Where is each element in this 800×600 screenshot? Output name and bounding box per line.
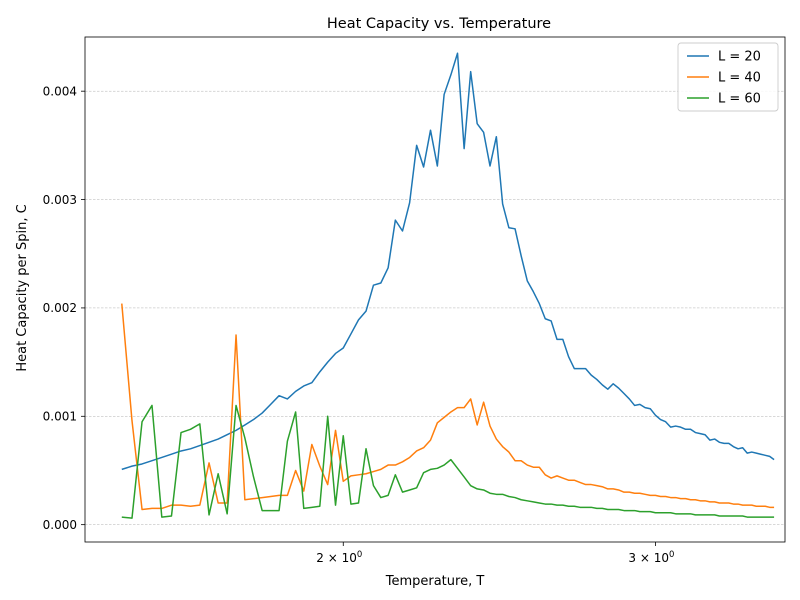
series-line-l-20: [121, 52, 775, 471]
y-tick-label: 0.001: [43, 410, 77, 424]
y-gridlines: [85, 90, 785, 525]
x-tick-label: 3 × 100: [628, 550, 674, 565]
x-axis-ticks: 2 × 100 3 × 100: [316, 542, 674, 565]
legend-label: L = 40: [718, 71, 761, 86]
y-tick-label: 0.003: [43, 193, 77, 207]
x-tick-exponent: 0: [357, 550, 362, 560]
legend: L = 20 L = 40 L = 60: [677, 42, 779, 112]
y-tick-label: 0.000: [43, 518, 77, 532]
legend-label: L = 60: [718, 92, 761, 107]
series-line-l-60: [121, 404, 775, 519]
x-axis-label: Temperature, T: [385, 574, 485, 589]
x-tick-exponent: 0: [669, 550, 674, 560]
x-tick-base: 2 × 10: [316, 551, 357, 565]
y-axis-label: Heat Capacity per Spin, C: [15, 204, 30, 371]
series-line-l-40: [121, 303, 775, 511]
plot-frame: [84, 36, 786, 543]
chart-title: Heat Capacity vs. Temperature: [327, 16, 551, 32]
y-tick-label: 0.002: [43, 301, 77, 315]
y-tick-label: 0.004: [43, 84, 77, 98]
series-lines: [121, 52, 775, 519]
y-axis-ticks: 0.000 0.001 0.002 0.003 0.004: [43, 84, 85, 532]
legend-label: L = 20: [718, 50, 761, 65]
legend-box: [677, 42, 779, 112]
x-tick-label: 2 × 100: [316, 550, 362, 565]
x-tick-base: 3 × 10: [628, 551, 669, 565]
